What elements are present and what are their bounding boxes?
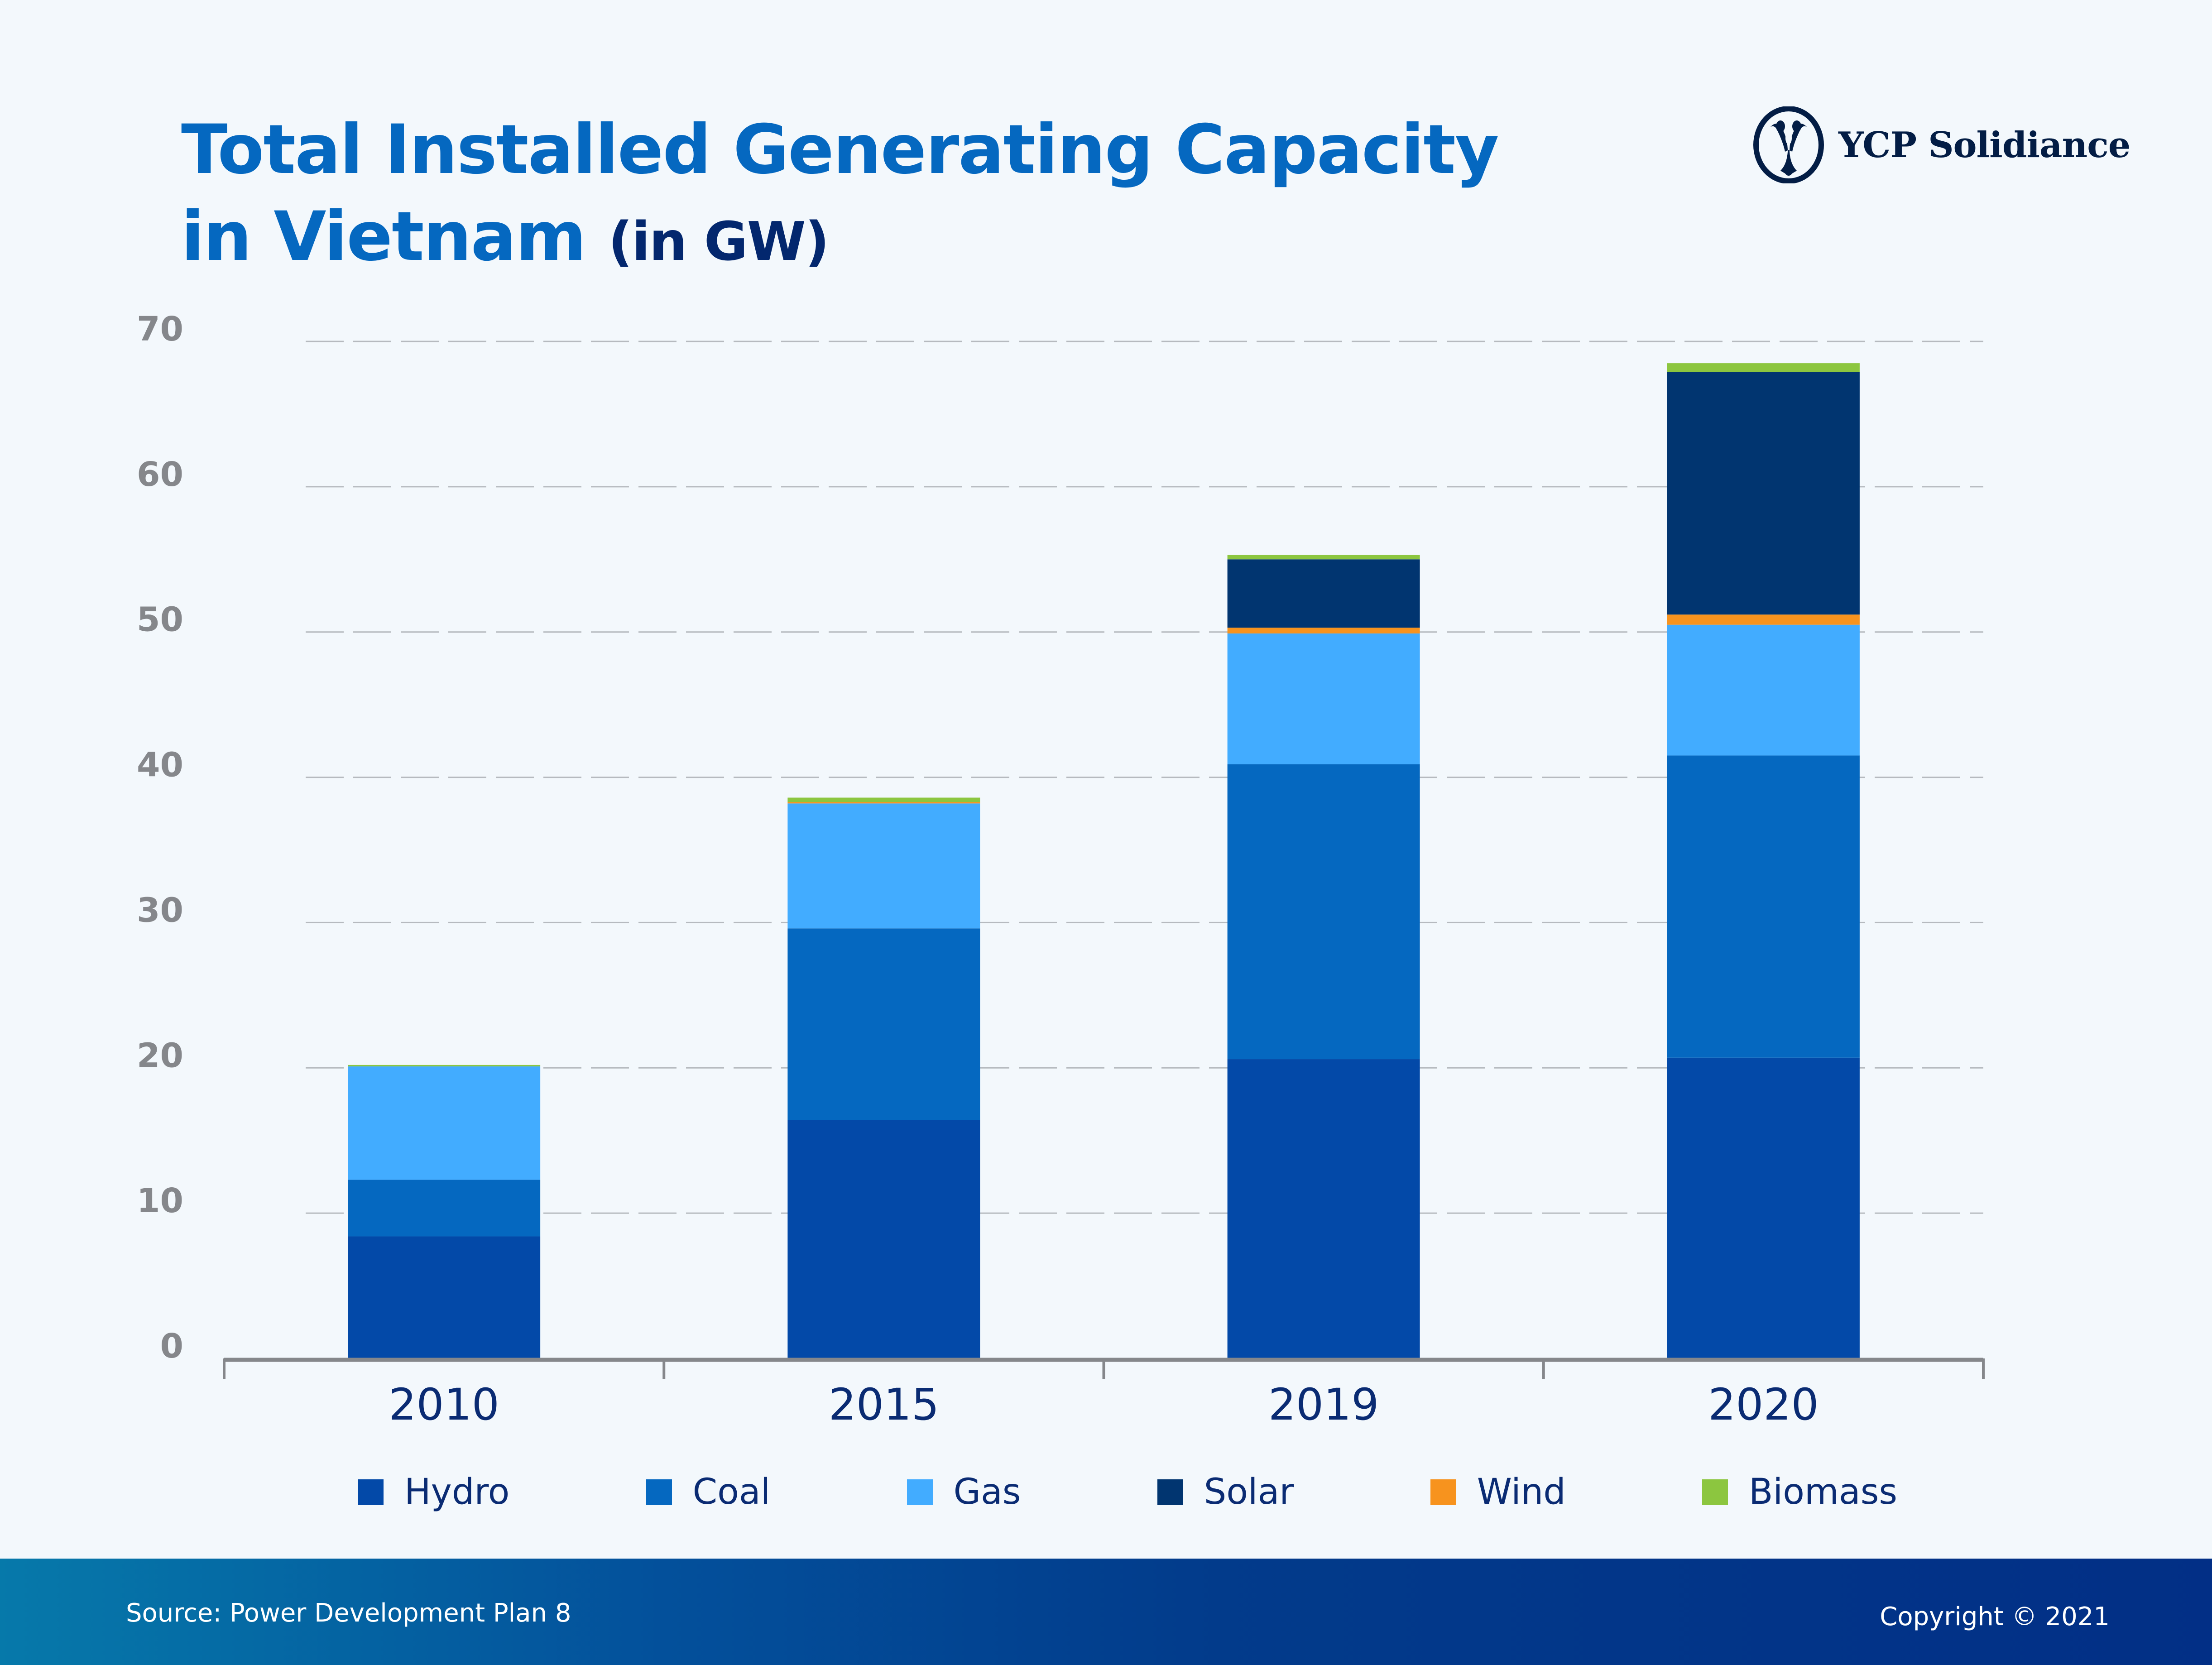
- footer-band: Source: Power Development Plan 8 Copyrig…: [0, 1559, 2212, 1665]
- bar-segment-solar-2020: [1667, 372, 1860, 615]
- legend-swatch-icon: [1702, 1479, 1728, 1505]
- bar-segment-wind-2020: [1667, 614, 1860, 625]
- bar-stack-2015: [787, 797, 980, 1358]
- legend-swatch-icon: [646, 1479, 672, 1505]
- legend-label: Wind: [1477, 1472, 1566, 1512]
- legend-item-biomass: Biomass: [1702, 1472, 1897, 1512]
- bar-segment-coal-2019: [1227, 764, 1420, 1060]
- y-tick-label: 50: [137, 600, 183, 639]
- bar-segment-gas-2010: [348, 1066, 541, 1180]
- y-tick-label: 30: [137, 891, 183, 930]
- legend-swatch-icon: [1157, 1479, 1183, 1505]
- bar-segment-wind-2015: [787, 802, 980, 804]
- bar-stack-2019: [1227, 555, 1420, 1358]
- bar-segment-gas-2020: [1667, 624, 1860, 756]
- x-axis: [223, 1358, 1985, 1379]
- y-tick-label: 0: [160, 1327, 184, 1366]
- x-tick-label: 2019: [1268, 1379, 1379, 1430]
- bar-segment-biomass-2020: [1667, 363, 1860, 372]
- y-tick-label: 60: [137, 455, 183, 494]
- bar-segment-hydro-2010: [348, 1236, 541, 1358]
- bar-segment-coal-2010: [348, 1180, 541, 1237]
- ycp-solidiance-logo: YCP Solidiance: [1752, 104, 2130, 186]
- bar-segment-biomass-2015: [787, 797, 980, 802]
- legend-swatch-icon: [358, 1479, 384, 1505]
- legend-label: Hydro: [404, 1472, 510, 1512]
- bars: [348, 363, 1860, 1358]
- x-tick-label: 2015: [829, 1379, 939, 1430]
- legend-label: Biomass: [1749, 1472, 1897, 1512]
- copyright-note: Copyright © 2021: [1880, 1602, 2110, 1631]
- bar-segment-hydro-2020: [1667, 1057, 1860, 1358]
- title-unit: (in GW): [608, 210, 829, 273]
- legend-swatch-icon: [1430, 1479, 1456, 1505]
- bar-segment-gas-2019: [1227, 633, 1420, 764]
- bar-stack-2010: [348, 1065, 541, 1358]
- stacked-bar-chart: 0 10 20 30 40 50 60 70 2010 2015 2019 2020: [137, 310, 1985, 1430]
- y-tick-label: 40: [137, 746, 183, 785]
- x-tick-label: 2010: [389, 1379, 499, 1430]
- legend: Hydro Coal Gas Solar Wind Biomass: [358, 1472, 1897, 1512]
- legend-item-hydro: Hydro: [358, 1472, 509, 1512]
- legend-item-solar: Solar: [1157, 1472, 1294, 1512]
- bar-segment-coal-2015: [787, 928, 980, 1120]
- source-note: Source: Power Development Plan 8: [126, 1598, 571, 1628]
- title-line-2: in Vietnam: [181, 197, 586, 276]
- bar-stack-2020: [1667, 363, 1860, 1358]
- y-tick-label: 70: [137, 310, 183, 349]
- bar-segment-gas-2015: [787, 803, 980, 929]
- legend-label: Solar: [1204, 1472, 1294, 1512]
- y-tick-label: 20: [137, 1036, 183, 1075]
- legend-label: Coal: [692, 1472, 771, 1512]
- x-axis-tick-labels: 2010 2015 2019 2020: [389, 1379, 1819, 1430]
- y-tick-label: 10: [137, 1181, 183, 1220]
- legend-item-wind: Wind: [1430, 1472, 1566, 1512]
- y-axis-ticks: 0 10 20 30 40 50 60 70: [137, 310, 183, 1366]
- bar-segment-coal-2020: [1667, 755, 1860, 1058]
- bar-segment-wind-2019: [1227, 628, 1420, 633]
- title-line-1: Total Installed Generating Capacity: [181, 110, 1499, 189]
- bar-segment-biomass-2019: [1227, 555, 1420, 560]
- logo-text: YCP Solidiance: [1838, 124, 2130, 166]
- legend-label: Gas: [953, 1472, 1021, 1512]
- bar-segment-biomass-2010: [348, 1065, 541, 1067]
- ycp-emblem-icon: [1753, 106, 1824, 183]
- chart-title: Total Installed Generating Capacity in V…: [181, 106, 1499, 285]
- bar-segment-solar-2019: [1227, 559, 1420, 628]
- legend-item-coal: Coal: [646, 1472, 771, 1512]
- legend-item-gas: Gas: [907, 1472, 1021, 1512]
- bar-segment-hydro-2015: [787, 1120, 980, 1358]
- bar-segment-hydro-2019: [1227, 1059, 1420, 1358]
- x-tick-label: 2020: [1708, 1379, 1819, 1430]
- legend-swatch-icon: [907, 1479, 933, 1505]
